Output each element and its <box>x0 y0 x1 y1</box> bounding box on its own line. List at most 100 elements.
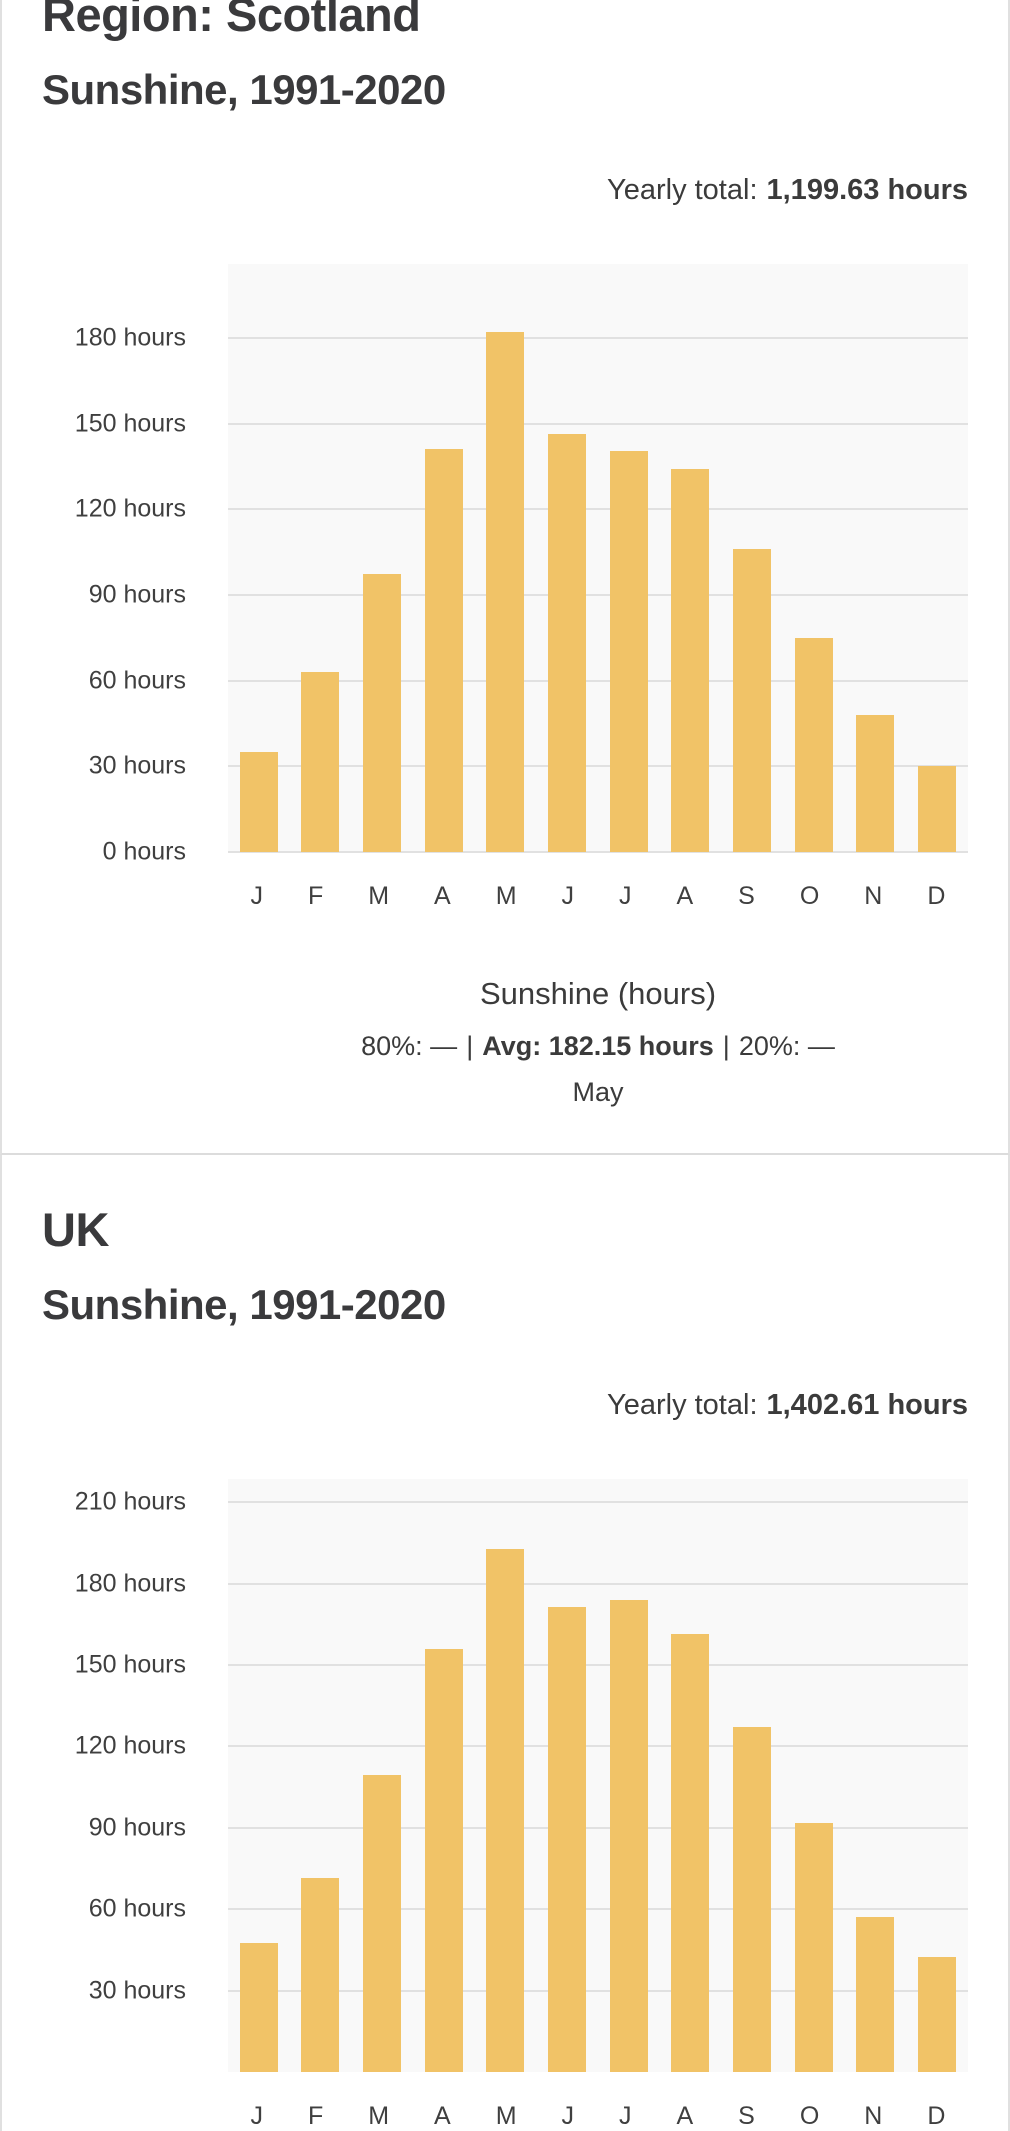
plot-area <box>228 1479 968 2072</box>
bar <box>363 1774 402 2072</box>
gridline <box>228 1908 968 1911</box>
month-label: D <box>927 2102 946 2130</box>
gridline <box>228 1745 968 1748</box>
sunshine-bar-chart: 210 hours 180 hours 150 hours 120 hours 90 h… <box>42 1479 968 2072</box>
bar <box>486 1548 525 2072</box>
month-label: J <box>561 882 575 910</box>
bar <box>609 1600 648 2072</box>
gridline <box>228 422 968 425</box>
month-label: S <box>738 882 755 910</box>
y-axis: 210 hours 180 hours 150 hours 120 hours 90 h… <box>42 1479 228 2072</box>
gridline <box>228 1664 968 1667</box>
month-label: N <box>864 2102 883 2130</box>
month-label: M <box>368 2102 390 2130</box>
month-label: J <box>619 882 632 910</box>
y-tick-label: 120 hours <box>74 494 186 523</box>
bar <box>733 1726 772 2072</box>
y-tick-label: 120 hours <box>74 1731 186 1760</box>
gridline <box>228 765 968 768</box>
bars-group <box>228 264 968 852</box>
bar <box>856 1916 895 2072</box>
bar <box>424 1649 463 2072</box>
y-tick-label: 150 hours <box>74 1650 186 1679</box>
y-tick-label: 60 hours <box>88 666 186 695</box>
month-label: J <box>561 2102 575 2130</box>
month-label: J <box>250 2102 263 2130</box>
stat-separator: | <box>466 1031 474 1061</box>
month-label: A <box>676 882 694 910</box>
bar <box>918 765 957 852</box>
bar <box>856 715 895 852</box>
stat-separator: | <box>722 1031 730 1061</box>
x-axis-caption: Sunshine (hours) <box>479 976 717 1011</box>
gridline <box>228 1826 968 1829</box>
bar <box>548 1607 587 2072</box>
month-label: F <box>307 2102 324 2130</box>
month-label: S <box>738 2102 755 2130</box>
sunshine-bar-chart: 180 hours 150 hours 120 hours 90 hours 60 ho… <box>42 264 968 864</box>
y-tick-label: 180 hours <box>74 1569 186 1598</box>
bar <box>918 1956 957 2072</box>
region-title: UK <box>42 1203 109 1256</box>
y-tick-label: 210 hours <box>74 1487 186 1516</box>
gridline <box>228 594 968 597</box>
month-label: O <box>799 2102 820 2130</box>
month-label: A <box>434 882 451 910</box>
gridline <box>228 1582 968 1585</box>
bar <box>671 468 710 852</box>
bar <box>609 450 648 852</box>
peak-month-label: May <box>572 1077 624 1107</box>
yearly-total: Yearly total: 1,199.63 hours <box>42 172 968 208</box>
month-label: A <box>434 2102 451 2130</box>
month-label: M <box>495 2102 517 2130</box>
y-tick-label: 150 hours <box>74 409 186 438</box>
bar <box>424 448 463 852</box>
yearly-total-label: Yearly total: <box>607 174 758 206</box>
month-label: J <box>619 2102 632 2130</box>
month-label: A <box>676 2102 694 2130</box>
y-tick-label: 0 hours <box>102 837 186 866</box>
stat-20pct: 20%: — <box>738 1031 835 1061</box>
chart-title: Sunshine, 1991-2020 <box>42 1281 446 1328</box>
yearly-total-value: 1,402.61 hours <box>766 1389 969 1421</box>
gridline <box>228 337 968 340</box>
gridline <box>228 851 968 853</box>
bar <box>301 671 340 852</box>
gridline <box>228 1989 968 1992</box>
bar <box>239 751 278 852</box>
plot-area <box>228 264 968 853</box>
bar <box>548 433 587 852</box>
stat-80pct: 80%: — <box>361 1031 458 1061</box>
bar <box>363 574 402 852</box>
y-axis: 180 hours 150 hours 120 hours 90 hours 60 ho… <box>42 264 228 864</box>
y-tick-label: 180 hours <box>74 323 186 352</box>
y-tick-label: 90 hours <box>88 580 186 609</box>
gridline <box>228 508 968 511</box>
yearly-total-value: 1,199.63 hours <box>766 174 969 206</box>
bar <box>239 1943 278 2072</box>
bar <box>671 1633 710 2072</box>
month-label: O <box>799 882 820 910</box>
month-label: M <box>495 882 517 910</box>
region-card-scotland: Region: Scotland Sunshine, 1991-2020 Yea… <box>0 0 1010 1155</box>
bar <box>733 549 772 852</box>
stats-line: 80%: — | Avg: 182.15 hours | 20%: — <box>228 1029 968 1063</box>
y-tick-label: 60 hours <box>88 1894 186 1923</box>
y-tick-label: 30 hours <box>88 751 186 780</box>
month-label: D <box>927 882 946 910</box>
yearly-total: Yearly total: 1,402.61 hours <box>42 1387 968 1423</box>
month-label: J <box>250 882 263 910</box>
chart-title: Sunshine, 1991-2020 <box>42 66 446 113</box>
region-title: Region: Scotland <box>42 0 421 41</box>
month-label: M <box>368 882 390 910</box>
bar <box>794 1823 833 2072</box>
stat-avg: Avg: 182.15 hours <box>482 1031 714 1061</box>
bar <box>486 332 525 852</box>
yearly-total-label: Yearly total: <box>607 1389 758 1421</box>
bars-group <box>228 1479 968 2072</box>
y-tick-label: 30 hours <box>88 1976 186 2005</box>
bar <box>794 637 833 852</box>
